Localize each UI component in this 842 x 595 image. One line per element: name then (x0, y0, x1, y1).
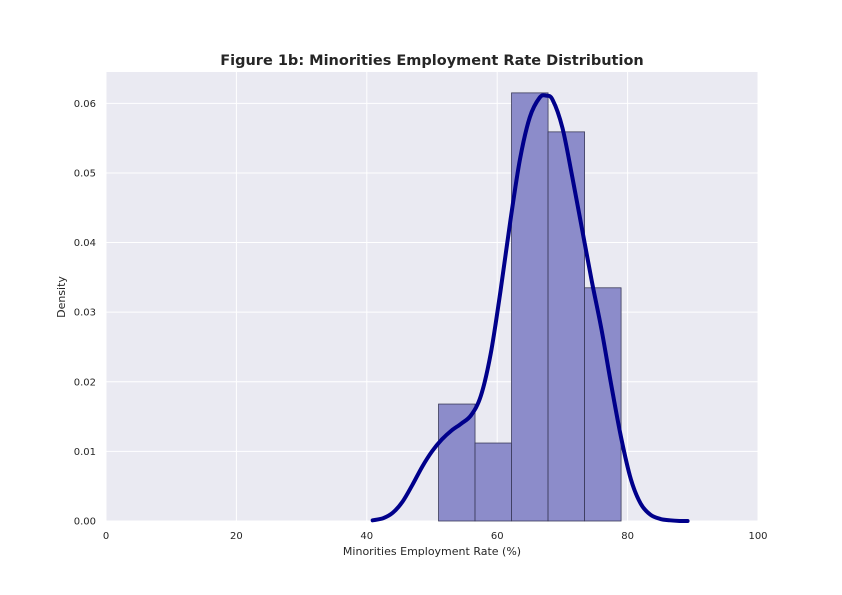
x-axis-label: Minorities Employment Rate (%) (343, 545, 521, 558)
histogram-bar (474, 442, 512, 522)
y-tick-label: 0.04 (74, 238, 96, 249)
y-tick-label: 0.06 (74, 99, 96, 110)
x-tick-label: 0 (103, 531, 109, 542)
histogram-bar (511, 92, 549, 522)
x-tick-label: 20 (230, 531, 243, 542)
chart-title: Figure 1b: Minorities Employment Rate Di… (220, 53, 644, 69)
plot-background (106, 72, 758, 521)
y-tick-label: 0.05 (74, 168, 96, 179)
histogram-bar (438, 403, 476, 522)
histogram-bar (547, 131, 585, 522)
y-axis-label: Density (55, 276, 68, 318)
x-tick-label: 80 (621, 531, 634, 542)
x-tick-label: 40 (360, 531, 373, 542)
y-tick-label: 0.02 (74, 377, 96, 388)
grid-lines (105, 72, 759, 522)
kde-curve (370, 93, 690, 524)
y-tick-label: 0.01 (74, 447, 96, 458)
y-tick-labels: 0.00 0.01 0.02 0.03 0.04 0.05 0.06 (74, 99, 96, 528)
x-tick-labels: 0 20 40 60 80 100 (103, 531, 768, 542)
y-tick-label: 0.03 (74, 308, 96, 319)
x-tick-label: 60 (491, 531, 504, 542)
y-tick-label: 0.00 (74, 517, 96, 528)
x-tick-label: 100 (748, 531, 767, 542)
